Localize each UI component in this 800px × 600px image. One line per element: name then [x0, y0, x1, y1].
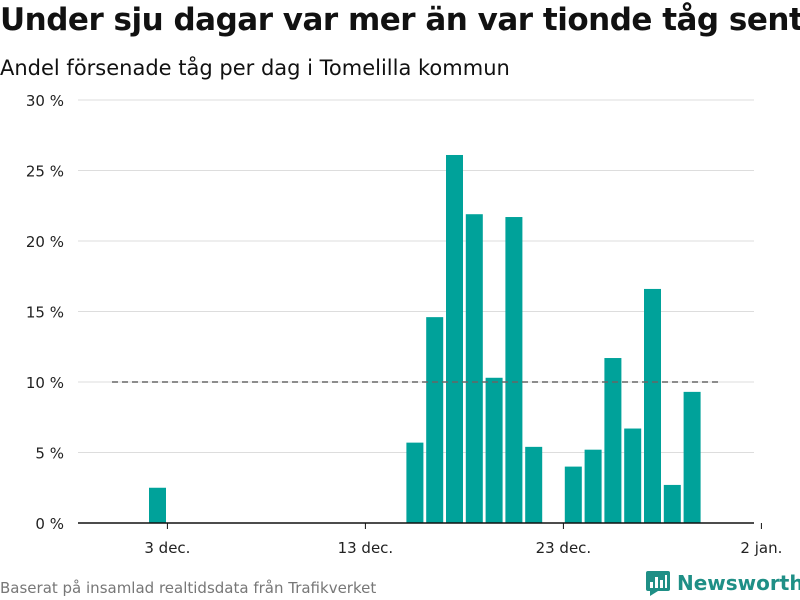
newsworthy-brand[interactable]: Newsworthy	[645, 570, 800, 596]
bar	[624, 428, 642, 523]
y-tick-label: 30 %	[26, 92, 64, 110]
y-tick-label: 20 %	[26, 233, 64, 251]
x-tick-label: 2 jan.	[740, 539, 782, 557]
source-note: Baserat på insamlad realtidsdata från Tr…	[0, 579, 377, 597]
bar	[525, 446, 543, 523]
bar	[644, 288, 661, 523]
x-tick-label: 23 dec.	[536, 539, 592, 557]
bar	[485, 377, 503, 523]
bar	[564, 466, 582, 523]
brand-name: Newsworthy	[677, 571, 800, 595]
bar	[683, 391, 701, 523]
bar	[426, 317, 444, 523]
y-tick-label: 10 %	[26, 374, 64, 392]
y-tick-label: 0 %	[35, 515, 64, 533]
bar	[149, 487, 166, 523]
y-tick-label: 25 %	[26, 163, 64, 181]
bar	[604, 358, 622, 523]
y-tick-label: 5 %	[35, 445, 64, 463]
chart-subtitle: Andel försenade tåg per dag i Tomelilla …	[0, 56, 510, 80]
bar	[663, 484, 681, 523]
chart-title: Under sju dagar var mer än var tionde tå…	[0, 2, 800, 38]
x-tick-label: 13 dec.	[338, 539, 394, 557]
bar	[406, 442, 424, 523]
x-tick-label: 3 dec.	[144, 539, 190, 557]
bar	[584, 449, 602, 523]
y-tick-label: 15 %	[26, 304, 64, 322]
bar	[465, 214, 483, 523]
bar	[446, 154, 463, 524]
newsworthy-logo-icon	[646, 571, 670, 596]
bar	[505, 217, 523, 523]
